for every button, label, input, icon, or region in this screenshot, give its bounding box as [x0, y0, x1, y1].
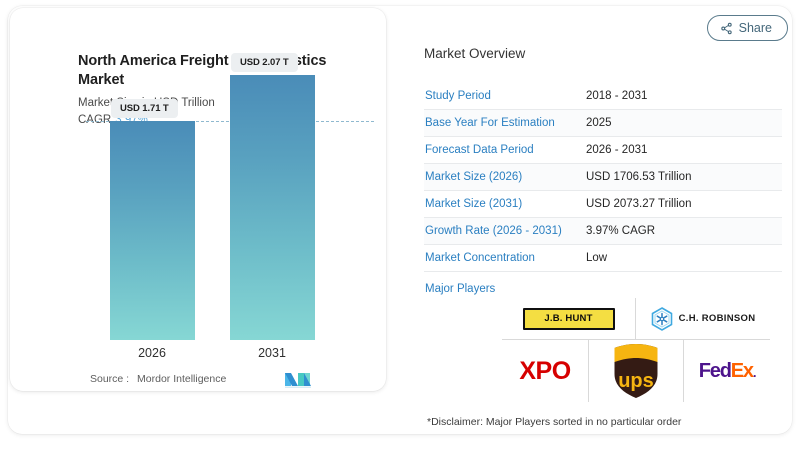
- spec-row-label: Base Year For Estimation: [425, 117, 555, 129]
- x-axis-label-2026: 2026: [138, 346, 166, 360]
- bar-value-label-2026: USD 1.71 T: [111, 99, 178, 119]
- fedex-fed-text: Fed: [698, 359, 732, 382]
- ch-robinson-hex-icon: [651, 306, 672, 331]
- source-name: Mordor Intelligence: [137, 373, 227, 385]
- bar-value-label-2031: USD 2.07 T: [231, 53, 298, 72]
- grid-divider-vertical-top: [635, 298, 636, 339]
- grid-divider-ups-top: [588, 339, 684, 340]
- chart-panel: North America Freight And Logistics Mark…: [10, 8, 386, 391]
- ch-robinson-logo-text: C.H. ROBINSON: [678, 313, 756, 324]
- spec-row-value: 3.97% CAGR: [586, 225, 656, 237]
- share-icon: [720, 22, 732, 34]
- bar-group-2026: [109, 121, 195, 340]
- bar-2031[interactable]: [229, 75, 315, 340]
- logo-cell-ch-robinson[interactable]: C.H. ROBINSON: [636, 298, 770, 339]
- spec-row-value: USD 2073.27 Trillion: [586, 198, 692, 210]
- grid-divider-vertical-left: [588, 339, 589, 402]
- logo-cell-xpo[interactable]: XPO: [502, 340, 588, 402]
- spec-row-value: 2026 - 2031: [586, 144, 648, 156]
- spec-row-label: Market Size (2026): [425, 171, 523, 183]
- bar-2026[interactable]: [109, 121, 195, 340]
- source-label: Source :: [90, 373, 130, 385]
- spec-row-label: Growth Rate (2026 - 2031): [425, 225, 562, 237]
- bar-group-2031: [229, 75, 315, 340]
- chart-source: Source : Mordor Intelligence: [90, 373, 226, 385]
- spec-row-label: Market Concentration: [425, 252, 535, 264]
- ups-logo: ups: [614, 344, 658, 398]
- fedex-ex-text: Ex: [730, 359, 754, 382]
- cagr-label: CAGR: [78, 114, 112, 126]
- overview-title: Market Overview: [424, 46, 526, 61]
- spec-row-label: Study Period: [425, 90, 491, 102]
- fedex-registered-mark: .: [752, 364, 757, 380]
- spec-row-label: Forecast Data Period: [425, 144, 534, 156]
- market-overview-panel: Market Overview Study Period 2018 - 2031 B…: [424, 0, 784, 428]
- x-axis-label-2031: 2031: [258, 346, 286, 360]
- major-players-logo-grid: J.B. HUNT C.H. ROBINSON XP: [502, 298, 770, 402]
- jb-hunt-logo-text: J.B. HUNT: [544, 313, 593, 324]
- spec-row: Study Period 2018 - 2031: [424, 83, 782, 110]
- spec-row: Growth Rate (2026 - 2031) 3.97% CAGR: [424, 218, 782, 245]
- jb-hunt-logo: J.B. HUNT: [522, 307, 615, 330]
- spec-row: Base Year For Estimation 2025: [424, 110, 782, 137]
- spec-row-label: Market Size (2031): [425, 198, 523, 210]
- logo-cell-jb-hunt[interactable]: J.B. HUNT: [502, 298, 635, 339]
- logo-cell-ups[interactable]: ups: [589, 340, 683, 402]
- spec-row-value: 2018 - 2031: [586, 90, 648, 102]
- spec-row: Market Size (2031) USD 2073.27 Trillion: [424, 191, 782, 218]
- share-button[interactable]: Share: [706, 15, 788, 41]
- fedex-logo-text: FedEx.: [698, 359, 757, 383]
- share-button-label: Share: [738, 21, 772, 35]
- spec-row-value: Low: [586, 252, 608, 264]
- grid-divider-vertical-right: [683, 339, 684, 402]
- spec-row-value: 2025: [586, 117, 612, 129]
- bar-chart-plot: USD 1.71 T USD 2.07 T 2026 2031: [10, 8, 386, 391]
- spec-row: Market Size (2026) USD 1706.53 Trillion: [424, 164, 782, 191]
- spec-row: Forecast Data Period 2026 - 2031: [424, 137, 782, 164]
- overview-spec-table: Study Period 2018 - 2031 Base Year For Est…: [424, 83, 782, 272]
- major-players-label: Major Players: [425, 283, 496, 295]
- svg-text:ups: ups: [618, 370, 654, 392]
- disclaimer-text: *Disclaimer: Major Players sorted in no …: [427, 416, 682, 428]
- mordor-intelligence-logo: [284, 369, 314, 391]
- spec-row-value: USD 1706.53 Trillion: [586, 171, 692, 183]
- logo-cell-fedex[interactable]: FedEx.: [684, 340, 770, 402]
- spec-row: Market Concentration Low: [424, 245, 782, 272]
- xpo-logo-text: XPO: [519, 356, 571, 385]
